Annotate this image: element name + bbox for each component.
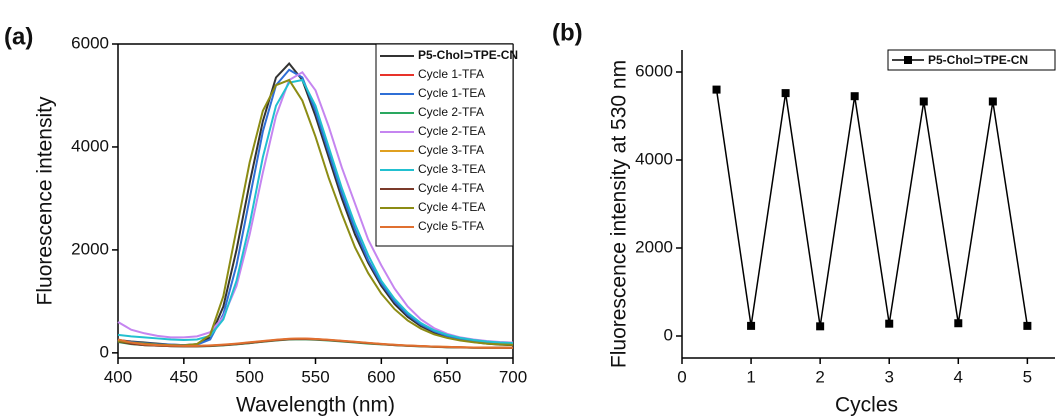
x-tick-label: 400 — [104, 367, 132, 386]
x-tick-label: 700 — [499, 367, 527, 386]
y-axis-label: Fluorescence intensity — [34, 96, 57, 305]
legend-label: P5-Chol⊃TPE-CN — [418, 48, 518, 62]
data-point — [1023, 321, 1032, 330]
legend-label: Cycle 3-TEA — [418, 162, 485, 176]
legend-label: Cycle 2-TEA — [418, 124, 485, 138]
legend-label: Cycle 1-TFA — [418, 67, 484, 81]
y-tick-label: 4000 — [635, 149, 673, 168]
x-tick-label: 5 — [1023, 367, 1032, 386]
legend-box — [375, 43, 514, 247]
panel-label: (a) — [4, 23, 33, 50]
legend-label: Cycle 5-TFA — [418, 219, 484, 233]
x-tick-label: 600 — [367, 367, 395, 386]
x-tick-label: 3 — [884, 367, 893, 386]
legend-label: Cycle 1-TEA — [418, 86, 485, 100]
data-point — [781, 89, 790, 98]
y-tick-label: 2000 — [71, 239, 109, 258]
x-tick-label: 500 — [235, 367, 263, 386]
y-tick-label: 0 — [664, 325, 673, 344]
y-tick-label: 6000 — [635, 61, 673, 80]
x-tick-label: 4 — [954, 367, 963, 386]
x-axis-label: Cycles — [835, 394, 898, 417]
legend-box — [887, 49, 1056, 71]
data-point — [850, 92, 859, 101]
x-tick-label: 0 — [677, 367, 686, 386]
x-tick-label: 450 — [170, 367, 198, 386]
data-point — [954, 319, 963, 328]
legend-label: Cycle 4-TEA — [418, 200, 485, 214]
x-tick-label: 2 — [815, 367, 824, 386]
data-point — [919, 97, 928, 106]
series-line — [117, 78, 514, 345]
series-line — [117, 337, 514, 349]
x-tick-label: 1 — [746, 367, 755, 386]
legend-label: Cycle 4-TFA — [418, 181, 484, 195]
x-tick-label: 550 — [301, 367, 329, 386]
data-point — [747, 321, 756, 330]
x-axis-label: Wavelength (nm) — [236, 394, 395, 417]
panel-label: (b) — [552, 19, 583, 46]
data-point — [885, 319, 894, 328]
x-tick-label: 650 — [433, 367, 461, 386]
legend-label: Cycle 3-TFA — [418, 143, 484, 157]
y-axis-label: Fluorescence intensity at 530 nm — [608, 60, 631, 368]
y-tick-label: 0 — [100, 342, 109, 361]
legend-label: Cycle 2-TFA — [418, 105, 484, 119]
y-tick-label: 6000 — [71, 33, 109, 52]
legend-label: P5-Chol⊃TPE-CN — [928, 53, 1028, 67]
y-tick-label: 2000 — [635, 237, 673, 256]
series-line — [715, 89, 1029, 327]
data-point — [988, 97, 997, 106]
y-tick-label: 4000 — [71, 136, 109, 155]
legend-swatch-marker — [904, 56, 912, 64]
data-point — [816, 322, 825, 331]
data-point — [712, 85, 721, 94]
